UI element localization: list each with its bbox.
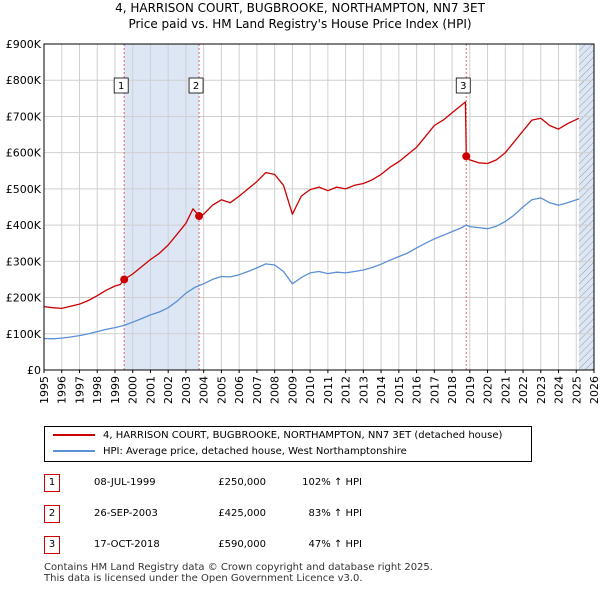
forecast-hatch: [578, 44, 594, 370]
x-tick-label: 2012: [340, 376, 353, 404]
legend-line-property-icon: [53, 434, 95, 436]
x-tick-label: 1998: [91, 376, 104, 404]
x-tick-label: 2003: [180, 376, 193, 404]
x-tick-label: 2014: [375, 376, 388, 404]
x-tick-label: 2019: [464, 376, 477, 404]
y-tick-label: £800K: [6, 74, 42, 87]
x-tick-label: 1996: [56, 376, 69, 404]
transaction-number: 2: [44, 505, 60, 523]
transaction-hpi: 83% ↑ HPI: [308, 508, 362, 519]
transaction-hpi: 47% ↑ HPI: [308, 539, 362, 550]
x-tick-label: 2025: [570, 376, 583, 404]
shaded-period: [124, 44, 200, 370]
y-tick-label: £500K: [6, 183, 42, 196]
x-tick-label: 2020: [482, 376, 495, 404]
transaction-price: £590,000: [218, 539, 266, 550]
x-tick-label: 2009: [286, 376, 299, 404]
x-tick-label: 1999: [109, 376, 122, 404]
x-tick-label: 2005: [215, 376, 228, 404]
marker-label-box: [113, 77, 129, 94]
transaction-date: 08-JUL-1999: [94, 477, 156, 488]
x-tick-label: 2026: [588, 376, 600, 404]
marker-label-box: [455, 77, 471, 94]
chart-title-line2: Price paid vs. HM Land Registry's House …: [128, 17, 472, 31]
y-tick-label: £600K: [6, 147, 42, 160]
x-tick-label: 2010: [304, 376, 317, 404]
transaction-hpi: 102% ↑ HPI: [302, 477, 362, 488]
x-tick-label: 2018: [446, 376, 459, 404]
transaction-number: 1: [44, 474, 60, 492]
legend: 4, HARRISON COURT, BUGBROOKE, NORTHAMPTO…: [44, 426, 532, 462]
y-tick-label: £300K: [6, 255, 42, 268]
series-line-hpi: [44, 197, 580, 340]
y-tick-label: £200K: [6, 292, 42, 305]
transaction-number: 3: [44, 536, 60, 554]
marker-label: 2: [193, 81, 199, 92]
x-tick-label: 1995: [38, 376, 51, 404]
x-tick-label: 2022: [517, 376, 530, 404]
transaction-row: 2 26-SEP-2003 £425,000 83% ↑ HPI: [44, 505, 444, 523]
x-tick-label: 2021: [499, 376, 512, 404]
x-tick-label: 2008: [269, 376, 282, 404]
sale-point: [462, 152, 471, 161]
legend-line-hpi-icon: [53, 450, 95, 452]
transaction-price: £250,000: [218, 477, 266, 488]
x-tick-label: 2001: [144, 376, 157, 404]
plot-border: [43, 43, 595, 371]
marker-label: 1: [118, 81, 124, 92]
footer-copyright: Contains HM Land Registry data © Crown c…: [44, 562, 433, 573]
legend-item-property: 4, HARRISON COURT, BUGBROOKE, NORTHAMPTO…: [53, 428, 502, 444]
x-tick-label: 2006: [233, 376, 246, 404]
legend-label-property: 4, HARRISON COURT, BUGBROOKE, NORTHAMPTO…: [103, 430, 503, 441]
x-tick-label: 2017: [428, 376, 441, 404]
x-tick-label: 2023: [535, 376, 548, 404]
y-tick-label: £100K: [6, 328, 42, 341]
transaction-row: 1 08-JUL-1999 £250,000 102% ↑ HPI: [44, 474, 444, 492]
x-tick-label: 2016: [411, 376, 424, 404]
legend-label-hpi: HPI: Average price, detached house, West…: [103, 446, 407, 457]
x-tick-label: 2015: [393, 376, 406, 404]
transaction-row: 3 17-OCT-2018 £590,000 47% ↑ HPI: [44, 536, 444, 554]
x-tick-label: 2000: [127, 376, 140, 404]
transaction-price: £425,000: [218, 508, 266, 519]
x-tick-label: 2002: [162, 376, 175, 404]
price-chart: 1 2 3 £0 £100K £200K £300K £400K £500K £600K £700K…: [6, 38, 600, 404]
x-tick-label: 2011: [322, 376, 335, 404]
y-tick-label: £0: [27, 364, 41, 377]
sale-point: [120, 275, 129, 284]
marker-label: 3: [460, 81, 466, 92]
transaction-date: 26-SEP-2003: [94, 508, 158, 519]
series-line-property: [44, 101, 580, 310]
y-tick-label: £400K: [6, 219, 42, 232]
x-tick-label: 2004: [198, 376, 211, 404]
y-tick-label: £700K: [6, 110, 42, 123]
legend-item-hpi: HPI: Average price, detached house, West…: [53, 444, 407, 460]
footer-licence: This data is licensed under the Open Gov…: [44, 573, 363, 584]
x-tick-label: 2007: [251, 376, 264, 404]
transaction-date: 17-OCT-2018: [94, 539, 160, 550]
x-tick-label: 2013: [357, 376, 370, 404]
chart-title-line1: 4, HARRISON COURT, BUGBROOKE, NORTHAMPTO…: [115, 1, 485, 15]
x-tick-label: 2024: [553, 376, 566, 404]
marker-label-box: [188, 77, 204, 94]
x-tick-label: 1997: [73, 376, 86, 404]
y-tick-label: £900K: [6, 38, 42, 51]
sale-point: [195, 212, 204, 221]
